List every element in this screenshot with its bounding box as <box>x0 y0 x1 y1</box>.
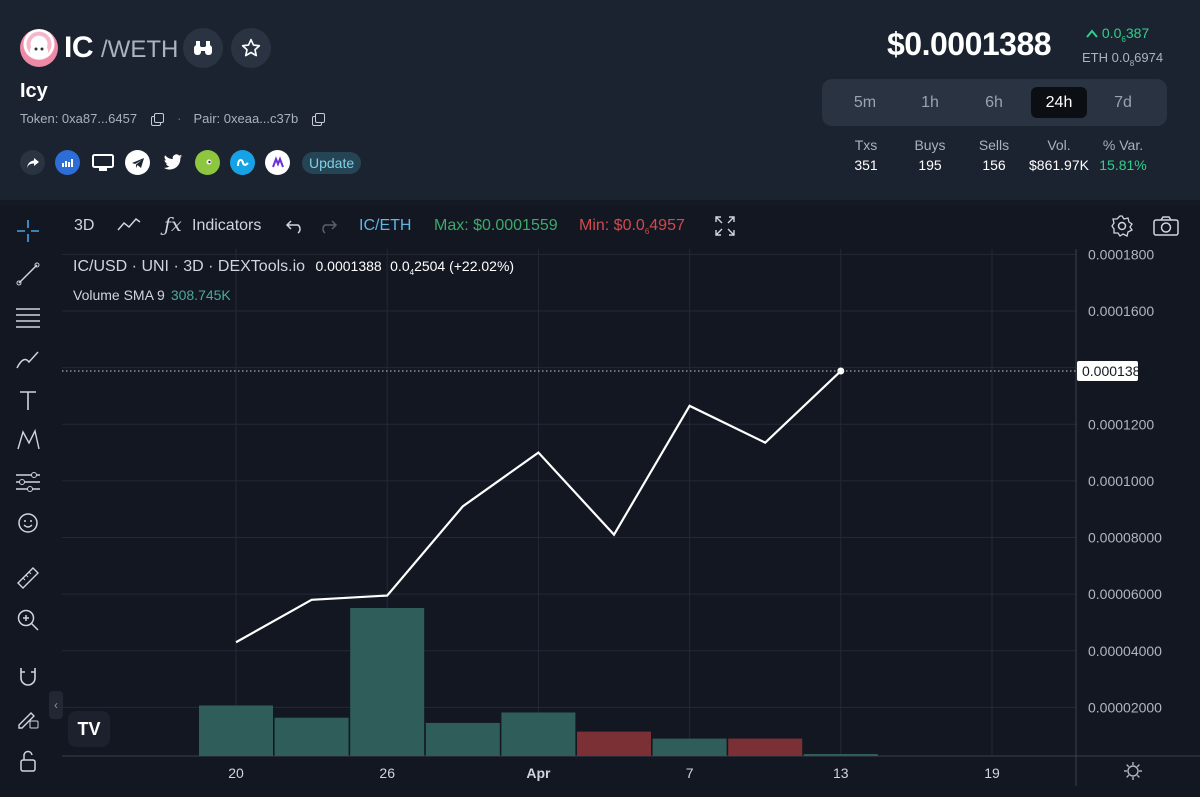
zoom-in-icon[interactable] <box>12 604 44 636</box>
legend-symbol: IC/USD · UNI · 3D · DEXTools.io <box>73 258 306 275</box>
stat-value: 15.81% <box>1099 157 1147 173</box>
coingecko-icon[interactable] <box>195 150 220 175</box>
price-change-usd: 0.06387 <box>1086 25 1149 44</box>
social-links: Update <box>20 150 362 175</box>
change-zeros: 6 <box>1121 35 1126 44</box>
timeframe-selector: 5m 1h 6h 24h 7d <box>822 79 1167 126</box>
stat-sells: Sells 156 <box>959 137 1029 173</box>
timeframe-7d[interactable]: 7d <box>1114 94 1132 111</box>
min-zeros: 6 <box>644 227 650 236</box>
copy-icon[interactable] <box>312 112 326 126</box>
emoji-icon[interactable] <box>12 507 44 539</box>
lock-drawing-icon[interactable] <box>12 702 44 734</box>
magnet-icon[interactable] <box>12 661 44 693</box>
fullscreen-icon[interactable] <box>714 215 736 242</box>
share-icon[interactable] <box>20 150 45 175</box>
text-icon[interactable] <box>12 385 44 417</box>
min-digits: 4957 <box>649 217 685 234</box>
min-prefix: Min: $0.0 <box>579 217 645 234</box>
timeframe-1h[interactable]: 1h <box>921 94 939 111</box>
legend-change-prefix: 0.0 <box>390 258 410 274</box>
change-prefix: 0.0 <box>1101 25 1122 41</box>
timeframe-6h[interactable]: 6h <box>985 94 1003 111</box>
token-logo <box>20 29 58 67</box>
drawing-toolbar <box>0 205 56 797</box>
timeframe-5m[interactable]: 5m <box>853 94 877 111</box>
coinmarketcap-icon[interactable] <box>230 150 255 175</box>
stat-label: Buys <box>914 137 946 153</box>
twitter-icon[interactable] <box>160 150 185 175</box>
undo-icon[interactable] <box>285 218 305 239</box>
stat-value: 156 <box>982 157 1006 173</box>
timeframe-24h[interactable]: 24h <box>1031 87 1087 118</box>
interval-button[interactable]: 3D <box>74 217 95 234</box>
stat-label: % Var. <box>1102 137 1144 153</box>
address-row: Token: 0xa87...6457 · Pair: 0xeaa...c37b <box>20 111 326 126</box>
pair-toggle-button[interactable]: IC/ETH <box>359 217 412 234</box>
redo-icon[interactable] <box>318 218 338 239</box>
price-eth: ETH 0.086974 <box>1082 50 1163 68</box>
binoculars-icon[interactable] <box>183 28 223 68</box>
base-symbol: IC <box>64 31 94 64</box>
settings-icon[interactable] <box>1110 214 1134 243</box>
stat-variation: % Var. 15.81% <box>1088 137 1158 173</box>
indicators-button[interactable]: Indicators <box>192 217 262 234</box>
token-name: Icy <box>20 80 48 102</box>
stat-value: 351 <box>854 157 878 173</box>
legend-last-price: 0.0001388 <box>315 258 382 274</box>
pattern-icon[interactable] <box>12 424 44 456</box>
stat-value: 195 <box>918 157 942 173</box>
update-button[interactable]: Update <box>302 151 362 174</box>
tradingview-logo[interactable]: TV <box>68 711 110 747</box>
telegram-icon[interactable] <box>125 150 150 175</box>
volume-legend: Volume SMA 9 308.745K <box>73 287 231 303</box>
chart-legend: IC/USD · UNI · 3D · DEXTools.io 0.000138… <box>73 258 514 277</box>
volume-label: Volume SMA 9 <box>73 287 165 303</box>
unlock-icon[interactable] <box>12 745 44 777</box>
crosshair-icon[interactable] <box>12 215 44 247</box>
eth-prefix: ETH 0.0 <box>1082 50 1130 65</box>
stat-label: Sells <box>978 137 1010 153</box>
camera-icon[interactable] <box>1153 215 1179 242</box>
stat-volume: Vol. $861.97K <box>1024 137 1094 173</box>
sliders-icon[interactable] <box>12 466 44 498</box>
collapse-toolbar-button[interactable]: ‹ <box>49 691 63 719</box>
eth-digits: 6974 <box>1134 50 1164 65</box>
stat-label: Vol. <box>1047 137 1071 153</box>
stat-label: Txs <box>854 137 878 153</box>
legend-change-digits: 2504 (+22.02%) <box>414 258 515 274</box>
stat-txs: Txs 351 <box>831 137 901 173</box>
chart-type-icon[interactable] <box>116 216 142 239</box>
token-address: Token: 0xa87...6457 <box>20 111 138 126</box>
volume-value: 308.745K <box>170 287 231 303</box>
stat-buys: Buys 195 <box>895 137 965 173</box>
legend-change-zeros: 4 <box>409 268 415 277</box>
chart-toolbar: 3D ƒx Indicators IC/ETH Max: $0.0001559 … <box>56 205 1200 249</box>
ruler-icon[interactable] <box>12 562 44 594</box>
legend-change: 0.042504 (+22.02%) <box>390 258 515 277</box>
arrow-up-icon <box>1086 29 1098 38</box>
pair-address: Pair: 0xeaa...c37b <box>193 111 299 126</box>
copy-icon[interactable] <box>151 112 165 126</box>
eth-zeros: 8 <box>1129 59 1135 68</box>
dextools-icon[interactable] <box>265 150 290 175</box>
trend-line-icon[interactable] <box>12 258 44 290</box>
etherscan-icon[interactable] <box>55 150 80 175</box>
star-icon[interactable] <box>231 28 271 68</box>
pair-header: IC /WETH Icy Token: 0xa87...6457 · Pair:… <box>0 0 1200 200</box>
quote-symbol: /WETH <box>101 36 179 63</box>
min-price: Min: $0.064957 <box>579 217 685 236</box>
max-price: Max: $0.0001559 <box>434 217 558 234</box>
website-icon[interactable] <box>90 150 115 175</box>
brush-icon[interactable] <box>12 343 44 375</box>
horizontal-lines-icon[interactable] <box>12 300 44 332</box>
stat-value: $861.97K <box>1029 157 1089 173</box>
separator-dot: · <box>177 111 182 126</box>
fx-icon[interactable]: ƒx <box>164 214 182 236</box>
change-digits: 387 <box>1125 25 1150 41</box>
current-price: $0.0001388 <box>887 26 1052 62</box>
